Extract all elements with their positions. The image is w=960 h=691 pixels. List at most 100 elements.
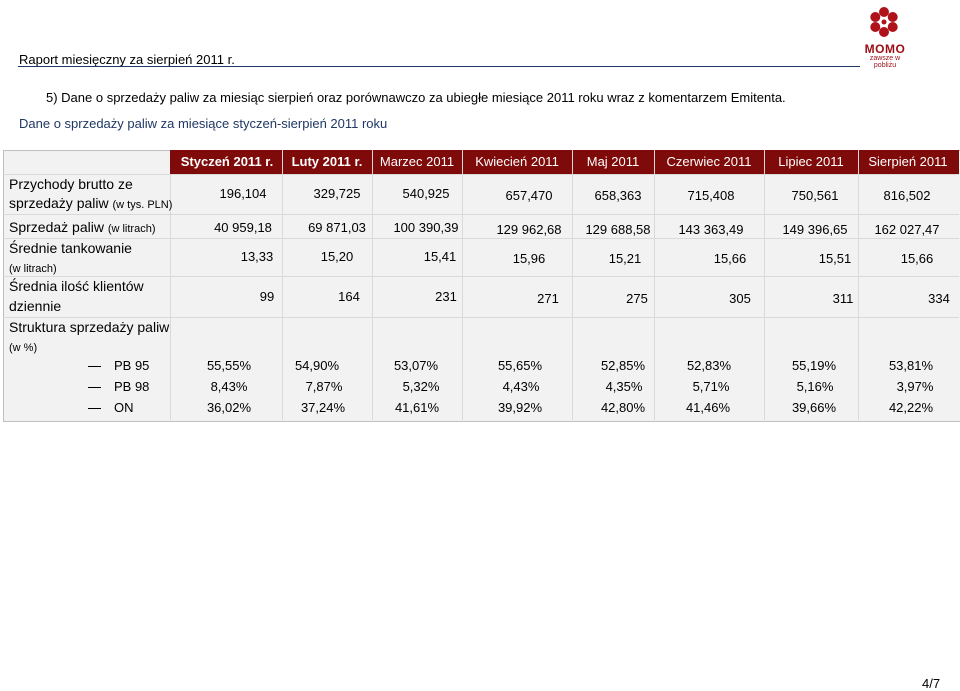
revenue-mar: 540,925 [402,186,450,201]
avg-clients-jun: 305 [729,291,751,306]
pb95-jan: 55,55% [206,358,252,373]
fuel-sales-feb: 69 871,03 [308,220,366,235]
revenue-may: 658,363 [594,188,642,203]
list-dash [88,408,101,409]
on-jun: 41,46% [685,400,731,415]
column-header-jan: Styczeń 2011 r. [180,154,274,169]
pb95-jul: 55,19% [791,358,837,373]
column-header-jul: Lipiec 2011 [778,154,844,169]
avg-fill-may: 15,21 [608,251,642,266]
fuel-sales-mar: 100 390,39 [393,220,459,235]
row-label-avg-fill-unit: (w litrach) [9,259,57,275]
column-header-mar: Marzec 2011 [379,154,455,169]
row-divider [3,238,959,239]
fuel-sales-jul: 149 396,65 [782,222,848,237]
revenue-label-unit: (w tys. PLN) [112,199,173,211]
list-dash [88,366,101,367]
row-label-revenue-line2: sprzedaży paliw (w tys. PLN) [9,195,172,211]
pb98-apr: 4,43% [502,379,540,394]
revenue-label-text: sprzedaży paliw [9,195,109,211]
fuel-sales-may: 129 688,58 [585,222,651,237]
revenue-jun: 715,408 [687,188,735,203]
revenue-apr: 657,470 [505,188,553,203]
col-divider [372,150,373,420]
revenue-jul: 750,561 [791,188,839,203]
avg-clients-jan: 99 [259,289,275,304]
pb95-may: 52,85% [600,358,646,373]
table-header-row [170,150,959,174]
pb95-feb: 54,90% [294,358,340,373]
column-header-feb: Luty 2011 r. [291,154,363,169]
avg-fill-feb: 15,20 [320,249,354,264]
avg-clients-apr: 271 [537,291,559,306]
avg-clients-mar: 231 [435,289,457,304]
row-divider [3,214,959,215]
row-divider [3,276,959,277]
fuel-sales-jan: 40 959,18 [214,220,272,235]
header-divider [18,66,860,67]
avg-fill-apr: 15,96 [512,251,546,266]
on-jul: 39,66% [791,400,837,415]
on-mar: 41,61% [394,400,440,415]
col-divider [858,150,859,420]
pb98-may: 4,35% [605,379,643,394]
pb95-jun: 52,83% [686,358,732,373]
on-jan: 36,02% [206,400,252,415]
avg-clients-may: 275 [626,291,648,306]
col-divider [170,174,171,420]
row-label-avg-fill: Średnie tankowanie [9,240,132,256]
revenue-feb: 329,725 [313,186,361,201]
section-subheading: Dane o sprzedaży paliw za miesiące stycz… [19,116,388,131]
pb98-jul: 5,16% [796,379,834,394]
avg-fill-label-unit: (w litrach) [9,263,57,275]
fuel-sales-label-text: Sprzedaż paliw [9,219,104,235]
avg-clients-jul: 311 [832,291,854,306]
revenue-aug: 816,502 [883,188,931,203]
logo-tagline: zawsze w pobliżu [869,55,901,69]
on-feb: 37,24% [300,400,346,415]
col-divider [282,150,283,420]
pb98-jun: 5,71% [692,379,730,394]
avg-fill-jun: 15,66 [713,251,747,266]
fuel-sales-apr: 129 962,68 [496,222,562,237]
on-may: 42,80% [600,400,646,415]
column-header-apr: Kwiecień 2011 [475,154,559,169]
col-divider [462,150,463,420]
column-header-aug: Sierpień 2011 [868,154,948,169]
fuel-sales-label-unit: (w litrach) [107,223,156,235]
logo-wordmark: MOMO [864,42,906,56]
pb98-mar: 5,32% [402,379,440,394]
pb95-mar: 53,07% [393,358,439,373]
on-aug: 42,22% [888,400,934,415]
avg-clients-feb: 164 [338,289,360,304]
avg-clients-aug: 334 [928,291,950,306]
pb98-feb: 7,87% [305,379,343,394]
col-divider [654,150,655,420]
row-label-avg-clients: Średnia ilość klientów [9,278,144,294]
list-dash [88,387,101,388]
avg-fill-jan: 13,33 [240,249,274,264]
row-divider [3,317,959,318]
fuel-sales-aug: 162 027,47 [874,222,940,237]
column-header-may: Maj 2011 [586,154,640,169]
avg-fill-aug: 15,66 [900,251,934,266]
on-apr: 39,92% [497,400,543,415]
row-divider [3,174,959,175]
fuel-sales-jun: 143 363,49 [678,222,744,237]
structure-label-unit: (w %) [9,342,38,354]
pb95-aug: 53,81% [888,358,934,373]
avg-fill-jul: 15,51 [818,251,852,266]
fuel-type-pb98: PB 98 [114,379,150,394]
row-label-structure-unit: (w %) [9,338,37,354]
column-header-jun: Czerwiec 2011 [666,154,752,169]
row-label-revenue: Przychody brutto ze [9,176,133,192]
pb95-apr: 55,65% [497,358,543,373]
section-heading: 5) Dane o sprzedaży paliw za miesiąc sie… [46,90,786,105]
fuel-type-pb95: PB 95 [114,358,150,373]
report-title: Raport miesięczny za sierpień 2011 r. [19,52,235,67]
col-divider [572,150,573,420]
revenue-jan: 196,104 [219,186,267,201]
fuel-type-on: ON [114,400,134,415]
page-number: 4/7 [922,676,941,691]
momo-flower-logo-icon [870,7,898,37]
